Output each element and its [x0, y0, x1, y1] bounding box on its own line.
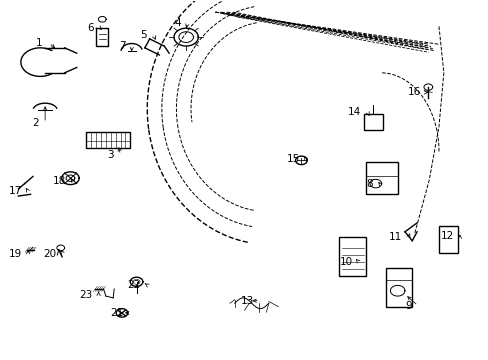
Text: 15: 15 [286, 154, 299, 164]
Text: 5: 5 [141, 30, 147, 40]
Text: 8: 8 [366, 179, 372, 189]
Text: 16: 16 [407, 87, 421, 98]
Text: 3: 3 [107, 150, 114, 160]
Text: 4: 4 [174, 18, 181, 28]
Text: 2: 2 [32, 118, 39, 128]
Text: 19: 19 [9, 249, 22, 259]
Text: 10: 10 [339, 257, 352, 267]
Text: 11: 11 [388, 232, 401, 242]
Text: 6: 6 [87, 23, 94, 33]
Text: 18: 18 [53, 176, 66, 186]
Text: 7: 7 [119, 41, 125, 51]
Text: 12: 12 [439, 231, 453, 242]
Text: 1: 1 [36, 38, 42, 48]
Text: 17: 17 [9, 186, 22, 197]
Text: 22: 22 [127, 280, 141, 290]
Text: 9: 9 [404, 301, 411, 311]
Text: 20: 20 [43, 249, 57, 259]
Text: 13: 13 [240, 296, 253, 306]
Text: 14: 14 [347, 107, 361, 117]
Text: 23: 23 [79, 290, 92, 300]
Text: 21: 21 [110, 308, 123, 318]
